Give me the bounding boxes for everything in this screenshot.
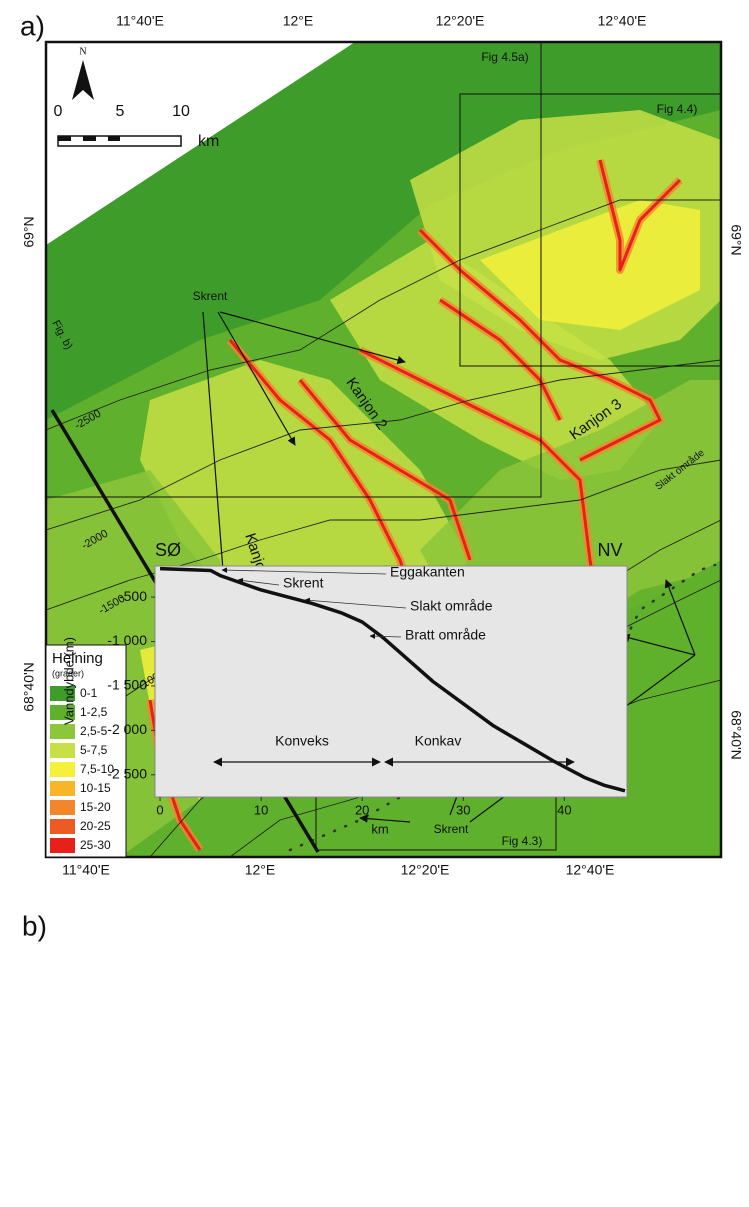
figure: a) 11°40'E 12°E 12°20'E 12°40'E 11°40'E 12°E 12… — [0, 0, 749, 1207]
scale-label: 10 — [172, 103, 190, 120]
panel-label: b) — [22, 910, 47, 941]
legend-label: 0-1 — [80, 686, 98, 700]
legend-label: 2,5-5 — [80, 724, 108, 738]
annotation: Konveks — [275, 733, 329, 749]
lat-label: 69°N — [21, 216, 37, 247]
y-tick-label: -1 000 — [107, 632, 147, 648]
x-tick-label: 40 — [557, 802, 571, 817]
lat-label: 68°40'N — [21, 662, 37, 712]
scale-seg — [83, 136, 96, 141]
legend-label: 1-2,5 — [80, 705, 108, 719]
box-label: Fig 4.5a) — [481, 50, 528, 64]
panel-label: a) — [20, 10, 45, 41]
lon-label: 12°E — [283, 13, 314, 29]
legend-swatch — [50, 800, 75, 815]
annotation: Skrent — [434, 822, 469, 836]
x-tick-label: 10 — [254, 802, 268, 817]
lon-label: 12°20'E — [436, 13, 485, 29]
legend-swatch — [50, 743, 75, 758]
north-label: N — [79, 46, 86, 57]
x-axis-label: km — [371, 821, 388, 836]
corner-label: NV — [597, 540, 622, 560]
y-tick-label: -1 500 — [107, 677, 147, 693]
annotation: Konkav — [415, 733, 462, 749]
annotation: Skrent — [193, 289, 228, 303]
x-tick-label: 20 — [355, 802, 369, 817]
lon-label: 12°E — [245, 862, 276, 878]
legend-label: 15-20 — [80, 800, 111, 814]
y-tick-label: -2 500 — [107, 765, 147, 781]
legend-label: 25-30 — [80, 838, 111, 852]
legend-swatch — [50, 762, 75, 777]
y-axis-label: Vanndybde (m) — [61, 637, 76, 725]
lon-label: 11°40'E — [116, 13, 164, 29]
lon-label: 12°40'E — [598, 13, 647, 29]
scale-label: 0 — [54, 103, 63, 120]
lon-label: 12°40'E — [566, 862, 615, 878]
lon-label: 11°40'E — [62, 862, 110, 878]
legend-label: 10-15 — [80, 781, 111, 795]
x-tick-label: 0 — [156, 802, 163, 817]
lon-label: 12°20'E — [401, 862, 450, 878]
legend-label: 20-25 — [80, 819, 111, 833]
corner-label: SØ — [155, 540, 181, 560]
legend-swatch — [50, 838, 75, 853]
y-tick-label: -2 000 — [107, 721, 147, 737]
scale-seg — [108, 136, 120, 141]
legend-swatch — [50, 819, 75, 834]
scale-seg — [58, 136, 71, 141]
annotation: Skrent — [283, 575, 324, 591]
scale-label: 5 — [116, 103, 125, 120]
box-label: Fig 4.3) — [502, 834, 543, 848]
annotation: Bratt område — [405, 627, 486, 643]
legend-label: 5-7,5 — [80, 743, 108, 757]
legend-swatch — [50, 724, 75, 739]
legend-swatch — [50, 781, 75, 796]
x-tick-label: 30 — [456, 802, 470, 817]
y-tick-label: -500 — [119, 588, 147, 604]
scale-unit: km — [198, 133, 219, 150]
box-label: Fig 4.4) — [657, 102, 698, 116]
lat-label: 68°40'N — [728, 710, 744, 760]
legend-title: Helning — [52, 650, 103, 667]
annotation: Eggakanten — [390, 564, 465, 580]
lat-label: 69°N — [728, 224, 744, 255]
annotation: Slakt område — [410, 598, 493, 614]
